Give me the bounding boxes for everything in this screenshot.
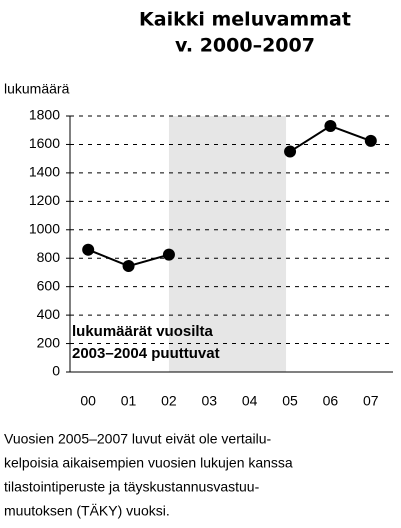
annotation: 2003–2004 puuttuvat [72,345,220,362]
x-tick-label: 00 [80,393,96,409]
annotation: lukumäärät vuosilta [72,323,214,340]
y-tick-label: 0 [52,363,60,379]
footnote: tilastointiperuste ja täyskustannusvastu… [4,479,260,495]
y-tick-label: 200 [37,334,61,350]
data-point [162,248,175,261]
y-tick-label: 600 [37,277,61,293]
y-tick-label: 1400 [29,164,60,180]
x-tick-label: 04 [242,393,258,409]
chart-title: Kaikki meluvammat [139,9,351,31]
y-tick-label: 800 [37,249,61,265]
y-tick-label: 1600 [29,135,60,151]
data-point [364,134,377,147]
y-tick-label: 1000 [29,220,60,236]
data-point [122,260,135,273]
x-tick-label: 01 [121,393,137,409]
footnote: kelpoisia aikaisempien vuosien lukujen k… [4,455,293,471]
x-tick-label: 03 [202,393,218,409]
x-tick-label: 07 [363,393,379,409]
data-point [324,119,337,132]
chart-subtitle: v. 2000–2007 [175,35,315,57]
x-tick-label: 05 [282,393,298,409]
y-tick-label: 1800 [29,107,60,123]
footnote: Vuosien 2005–2007 luvut eivät ole vertai… [4,431,272,447]
data-point [284,145,297,158]
y-tick-label: 400 [37,306,61,322]
x-tick-label: 06 [323,393,339,409]
data-point [82,243,95,256]
footnote: muutoksen (TÄKY) vuoksi. [4,503,170,519]
missing-data-region [168,116,287,372]
x-tick-label: 02 [161,393,177,409]
y-axis-label: lukumäärä [4,81,70,97]
y-tick-label: 1200 [29,192,60,208]
